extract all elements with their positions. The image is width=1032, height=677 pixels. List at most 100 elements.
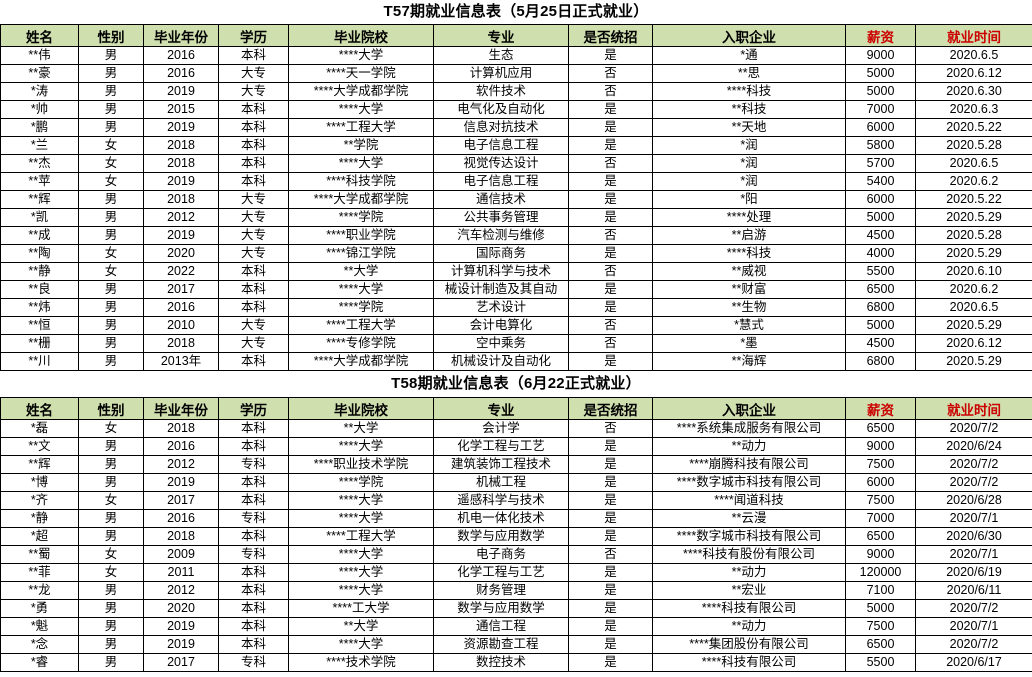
cell-gender: 女 <box>78 262 144 281</box>
table-row: **炜男 2016 本科 ****学院 艺术设计是 **生物 6800 2020.6.5 <box>0 298 1032 317</box>
cell-date: 2020/6/24 <box>915 437 1032 456</box>
column-header-degree: 学历 <box>218 397 289 420</box>
cell-name: *超 <box>0 527 79 546</box>
cell-school: ****大学 <box>288 46 434 65</box>
cell-salary: 6500 <box>845 635 916 654</box>
cell-major: 数学与应用数学 <box>433 527 569 546</box>
column-header-major: 专业 <box>433 24 569 47</box>
cell-major: 财务管理 <box>433 581 569 600</box>
cell-school: ****大学 <box>288 491 434 510</box>
cell-date: 2020.5.22 <box>915 190 1032 209</box>
cell-company: ****数字城市科技有限公司 <box>652 473 846 492</box>
cell-company: *慧式 <box>652 316 846 335</box>
table-row: **辉男 2018 大专 ****大学成都学院 通信技术是 *阳 6000 2020.5.22 <box>0 190 1032 209</box>
cell-school: ****大学 <box>288 563 434 582</box>
column-header-year: 毕业年份 <box>143 24 219 47</box>
cell-major: 计算机科学与技术 <box>433 262 569 281</box>
cell-date: 2020.6.30 <box>915 82 1032 101</box>
cell-name: **川 <box>0 352 79 371</box>
table-row: *帅男 2015 本科 ****大学 电气化及自动化是 **科技 7000 2020.6.3 <box>0 100 1032 119</box>
cell-unified: 否 <box>568 419 653 438</box>
column-header-date: 就业时间 <box>915 24 1032 47</box>
cell-date: 2020.6.2 <box>915 280 1032 299</box>
cell-date: 2020.6.3 <box>915 100 1032 119</box>
cell-unified: 是 <box>568 581 653 600</box>
column-header-unified: 是否统招 <box>568 24 653 47</box>
cell-company: **威视 <box>652 262 846 281</box>
table-title-t58: T58期就业信息表（6月22正式就业） <box>0 371 1032 397</box>
cell-year: 2019 <box>143 473 219 492</box>
table-title-t57: T57期就业信息表（5月25日正式就业） <box>0 0 1032 24</box>
cell-company: ****系统集成服务有限公司 <box>652 419 846 438</box>
cell-degree: 大专 <box>218 82 289 101</box>
cell-major: 会计学 <box>433 419 569 438</box>
cell-company: **启游 <box>652 226 846 245</box>
cell-unified: 是 <box>568 208 653 227</box>
cell-company: ****科技有股份有限公司 <box>652 545 846 564</box>
cell-name: **静 <box>0 262 79 281</box>
table-row: **陶女 2020 大专 ****锦江学院 国际商务是 ****科技 4000 2020.5.… <box>0 244 1032 263</box>
cell-date: 2020.5.29 <box>915 316 1032 335</box>
cell-gender: 男 <box>78 635 144 654</box>
cell-unified: 是 <box>568 244 653 263</box>
cell-major: 视觉传达设计 <box>433 154 569 173</box>
cell-name: **菲 <box>0 563 79 582</box>
cell-company: **动力 <box>652 437 846 456</box>
cell-unified: 是 <box>568 455 653 474</box>
cell-gender: 男 <box>78 599 144 618</box>
cell-major: 械设计制造及其自动 <box>433 280 569 299</box>
cell-company: ****数字城市科技有限公司 <box>652 527 846 546</box>
table-row: *勇男 2020 本科 ****工大学 数学与应用数学是 ****科技有限公司 5000 20… <box>0 599 1032 618</box>
table-row: *磊女 2018 本科 **大学 会计学否 ****系统集成服务有限公司 6500 2020/… <box>0 419 1032 438</box>
cell-school: ****学院 <box>288 298 434 317</box>
cell-name: *鹏 <box>0 118 79 137</box>
cell-gender: 男 <box>78 527 144 546</box>
cell-gender: 男 <box>78 316 144 335</box>
cell-degree: 本科 <box>218 262 289 281</box>
cell-unified: 是 <box>568 298 653 317</box>
cell-date: 2020.6.5 <box>915 154 1032 173</box>
cell-major: 信息对抗技术 <box>433 118 569 137</box>
cell-company: **思 <box>652 64 846 83</box>
cell-salary: 7000 <box>845 509 916 528</box>
table-row: *凯男 2012 大专 ****学院 公共事务管理是 ****处理 5000 2020.5.2… <box>0 208 1032 227</box>
cell-year: 2009 <box>143 545 219 564</box>
cell-gender: 男 <box>78 581 144 600</box>
cell-unified: 是 <box>568 653 653 672</box>
cell-date: 2020/7/1 <box>915 545 1032 564</box>
table-row: **蜀女 2009 专科 ****大学 电子商务否 ****科技有股份有限公司 9000 20… <box>0 545 1032 564</box>
cell-date: 2020.6.10 <box>915 262 1032 281</box>
cell-degree: 大专 <box>218 64 289 83</box>
cell-date: 2020.5.29 <box>915 352 1032 371</box>
cell-major: 公共事务管理 <box>433 208 569 227</box>
column-header-major: 专业 <box>433 397 569 420</box>
cell-company: *墨 <box>652 334 846 353</box>
cell-school: ****工大学 <box>288 599 434 618</box>
cell-name: **成 <box>0 226 79 245</box>
cell-unified: 否 <box>568 316 653 335</box>
cell-name: **蜀 <box>0 545 79 564</box>
cell-company: ****科技 <box>652 82 846 101</box>
cell-date: 2020/6/19 <box>915 563 1032 582</box>
cell-school: ****学院 <box>288 208 434 227</box>
cell-salary: 5400 <box>845 172 916 191</box>
cell-year: 2020 <box>143 244 219 263</box>
cell-gender: 男 <box>78 226 144 245</box>
cell-name: **栅 <box>0 334 79 353</box>
cell-school: ****大学成都学院 <box>288 190 434 209</box>
column-header-company: 入职企业 <box>652 397 846 420</box>
cell-date: 2020/7/2 <box>915 455 1032 474</box>
cell-salary: 5700 <box>845 154 916 173</box>
cell-salary: 6000 <box>845 473 916 492</box>
column-header-salary: 薪资 <box>845 397 916 420</box>
cell-name: *涛 <box>0 82 79 101</box>
cell-degree: 本科 <box>218 563 289 582</box>
cell-year: 2016 <box>143 46 219 65</box>
cell-company: ****科技有限公司 <box>652 599 846 618</box>
table-row: *超男 2018 本科 ****工程大学 数学与应用数学是 ****数字城市科技有限公司 6… <box>0 527 1032 546</box>
cell-salary: 7000 <box>845 100 916 119</box>
column-header-degree: 学历 <box>218 24 289 47</box>
cell-gender: 男 <box>78 653 144 672</box>
cell-degree: 本科 <box>218 491 289 510</box>
table-row: **川男 2013年 本科 ****大学成都学院 机械设计及自动化是 **海辉 6800 20… <box>0 352 1032 371</box>
